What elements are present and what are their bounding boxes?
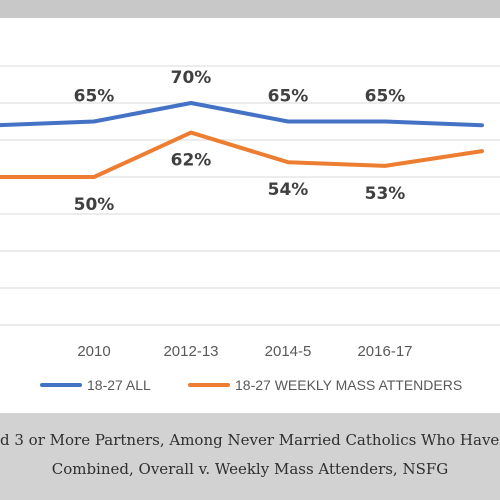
data-label-series-1-1: 65% (74, 87, 115, 107)
x-tick-label-2016-17: 2016-17 (357, 343, 412, 360)
caption-line-1: d 3 or More Partners, Among Never Marrie… (0, 431, 500, 449)
data-label-series-1-2: 70% (171, 68, 212, 88)
legend-label-2: 18-27 WEEKLY MASS ATTENDERS (235, 377, 462, 393)
data-label-series-2-2: 62% (171, 151, 212, 171)
legend: 18-27 ALL 18-27 WEEKLY MASS ATTENDERS (40, 377, 462, 393)
figure-caption: d 3 or More Partners, Among Never Marrie… (0, 426, 500, 484)
series-line-2 (0, 130, 484, 179)
legend-label-1: 18-27 ALL (87, 377, 151, 393)
chart-card (0, 18, 500, 413)
x-tick-label-2014-5: 2014-5 (265, 343, 312, 360)
series-line-1 (0, 101, 484, 128)
data-labels: 65% 70% 65% 65% 50% 62% 54% 53% (74, 68, 406, 215)
caption-line-2: Combined, Overall v. Weekly Mass Attende… (51, 460, 449, 478)
data-label-series-1-4: 65% (365, 87, 406, 107)
x-tick-label-2010: 2010 (77, 343, 110, 360)
top-border-band (0, 0, 500, 18)
data-label-series-2-3: 54% (268, 180, 309, 200)
data-label-series-2-4: 53% (365, 184, 406, 204)
data-label-series-1-3: 65% (268, 87, 309, 107)
series-lines (0, 101, 484, 179)
x-axis-tick-labels: 2010 2012-13 2014-5 2016-17 (77, 343, 412, 360)
data-label-series-2-1: 50% (74, 195, 115, 215)
x-tick-label-2012-13: 2012-13 (163, 343, 218, 360)
